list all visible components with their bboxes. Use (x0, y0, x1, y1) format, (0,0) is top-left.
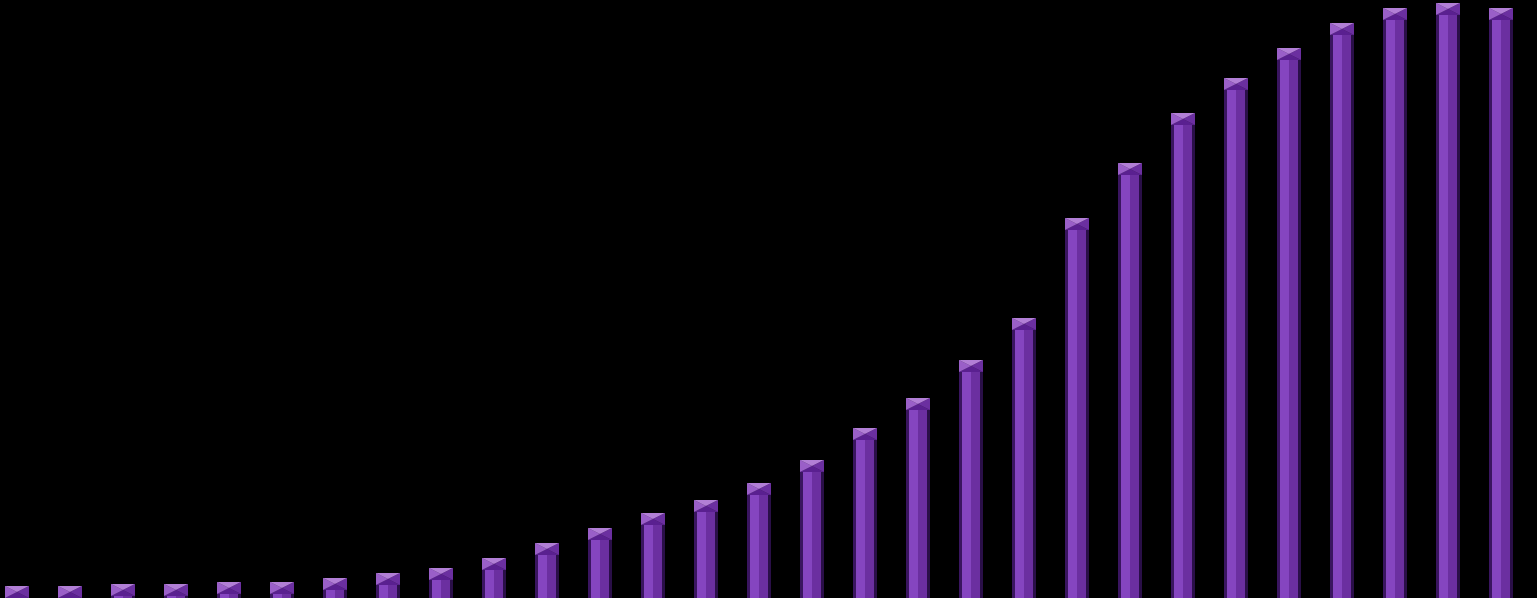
bar-cap (1489, 8, 1513, 20)
bar-cap (535, 543, 559, 555)
bar (270, 582, 294, 598)
bar (959, 360, 983, 598)
bar-cap (588, 528, 612, 540)
bar-shaft (1171, 125, 1195, 598)
bar-cap (747, 483, 771, 495)
bar-shaft (323, 590, 347, 598)
bar-cap (1118, 163, 1142, 175)
bar (1012, 318, 1036, 598)
bar-shaft (694, 512, 718, 598)
bar-cap (1171, 113, 1195, 125)
bar-shaft (1330, 35, 1354, 598)
bar (1171, 113, 1195, 598)
bar-shaft (641, 525, 665, 598)
bar (1065, 218, 1089, 598)
bar-cap (270, 582, 294, 594)
bar-shaft (853, 440, 877, 598)
bar-shaft (1489, 20, 1513, 598)
bar-cap (1330, 23, 1354, 35)
bar (111, 584, 135, 598)
bar-cap (323, 578, 347, 590)
bar-shaft (376, 585, 400, 598)
bar-shaft (1224, 90, 1248, 598)
bar-shaft (800, 472, 824, 598)
bar-cap (1065, 218, 1089, 230)
bar (1277, 48, 1301, 598)
bar (323, 578, 347, 598)
bar (747, 483, 771, 598)
bar-shaft (959, 372, 983, 598)
bar-shaft (429, 580, 453, 598)
bar-shaft (1065, 230, 1089, 598)
bar-cap (111, 584, 135, 596)
bar-cap (164, 584, 188, 596)
bar (5, 586, 29, 598)
bar (1330, 23, 1354, 598)
bar-shaft (270, 594, 294, 598)
bar-cap (800, 460, 824, 472)
bar (906, 398, 930, 598)
bar-cap (429, 568, 453, 580)
bar-cap (217, 582, 241, 594)
bar-shaft (217, 594, 241, 598)
bar-shaft (1012, 330, 1036, 598)
bar (535, 543, 559, 598)
bar-cap (5, 586, 29, 598)
bar (1489, 8, 1513, 598)
bar-cap (58, 586, 82, 598)
bar-cap (1277, 48, 1301, 60)
bar (1383, 8, 1407, 598)
bar-shaft (1277, 60, 1301, 598)
bar-cap (1012, 318, 1036, 330)
bar-shaft (1436, 15, 1460, 598)
bar-chart (0, 0, 1537, 598)
bar-shaft (482, 570, 506, 598)
bar (1118, 163, 1142, 598)
bar-cap (482, 558, 506, 570)
bar-cap (906, 398, 930, 410)
bar (164, 584, 188, 598)
bar (853, 428, 877, 598)
bar (694, 500, 718, 598)
bar-cap (1436, 3, 1460, 15)
bar-shaft (1383, 20, 1407, 598)
bar-shaft (535, 555, 559, 598)
bar-cap (1383, 8, 1407, 20)
bar-cap (1224, 78, 1248, 90)
bar (641, 513, 665, 598)
bar (800, 460, 824, 598)
bar (588, 528, 612, 598)
bar (429, 568, 453, 598)
bar (1436, 3, 1460, 598)
bar-shaft (588, 540, 612, 598)
bar-cap (641, 513, 665, 525)
bar-shaft (1118, 175, 1142, 598)
bar-shaft (747, 495, 771, 598)
bar (1224, 78, 1248, 598)
bar (58, 586, 82, 598)
bar-cap (376, 573, 400, 585)
bar (217, 582, 241, 598)
bar-cap (853, 428, 877, 440)
bar-cap (959, 360, 983, 372)
bar-shaft (906, 410, 930, 598)
bar-cap (694, 500, 718, 512)
bar (482, 558, 506, 598)
bar (376, 573, 400, 598)
